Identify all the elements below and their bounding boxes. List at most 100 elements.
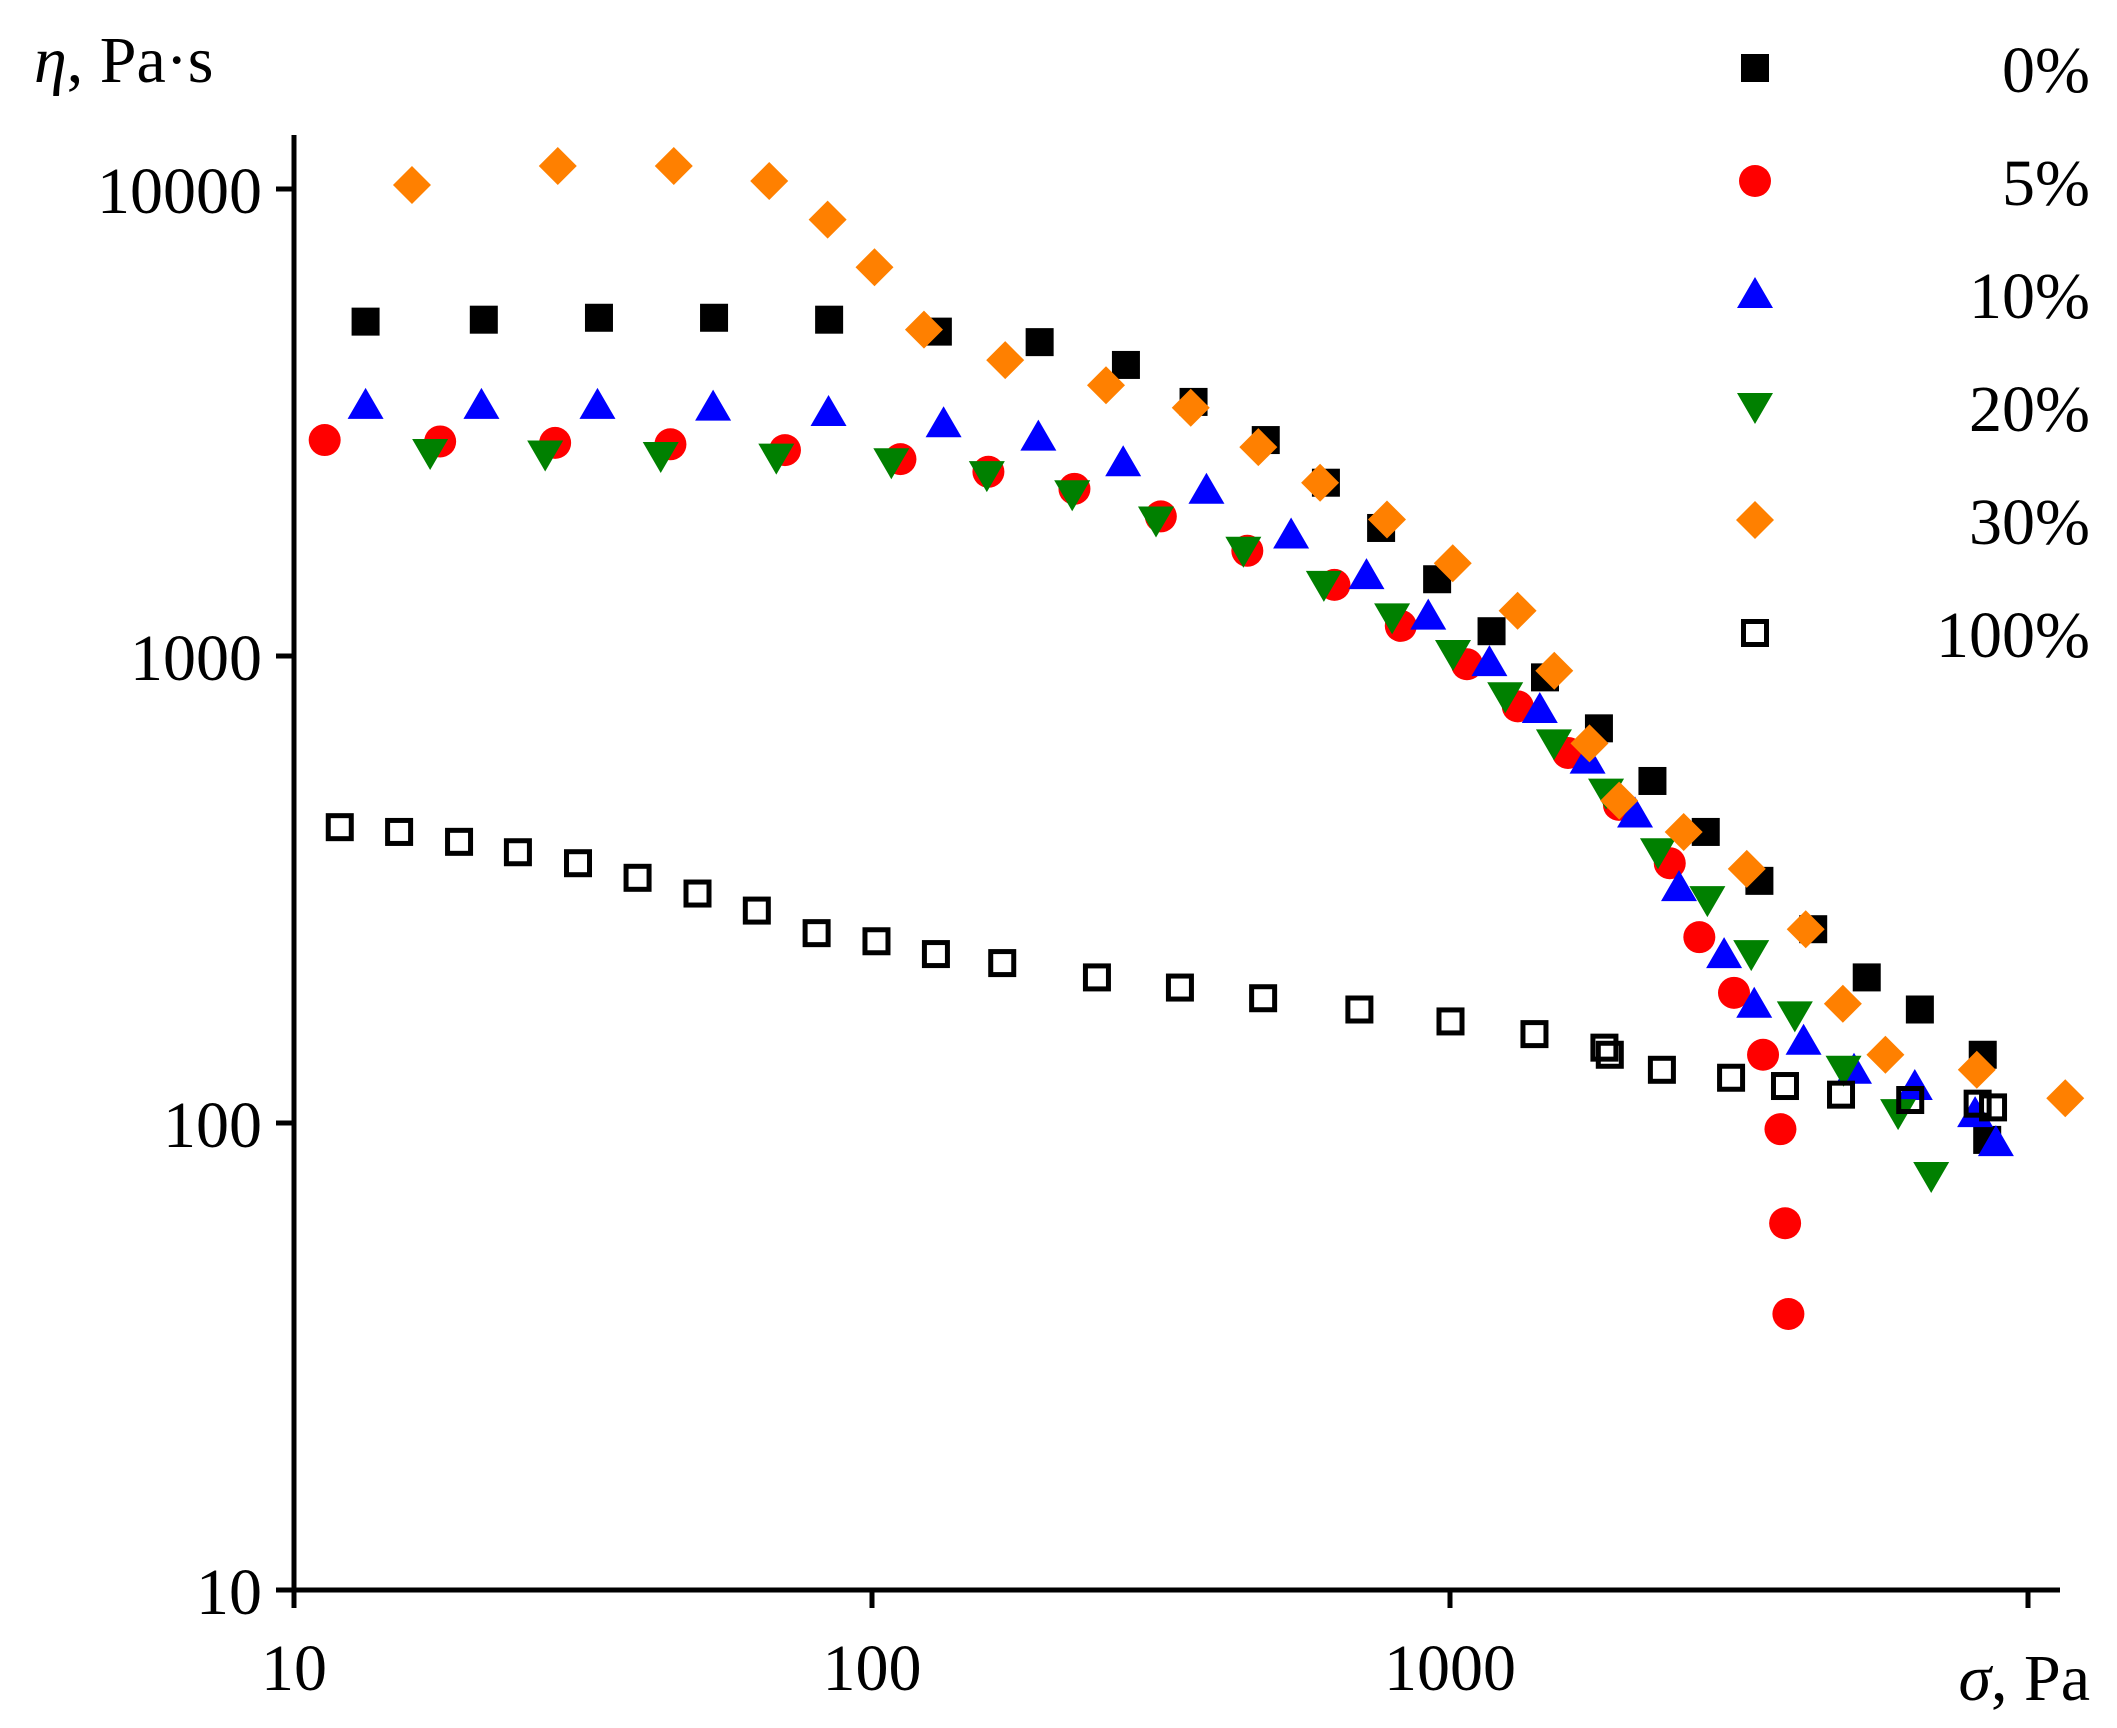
data-point: [988, 949, 1017, 978]
data-point: [2046, 1079, 2085, 1118]
data-point: [700, 303, 729, 332]
data-point: [1498, 591, 1537, 630]
data-point: [968, 461, 1005, 493]
data-point: [642, 442, 679, 474]
legend-label: 5%: [2002, 147, 2090, 220]
data-point: [1301, 463, 1340, 502]
legend-label: 0%: [2002, 34, 2090, 107]
data-point: [392, 165, 431, 204]
data-point: [351, 307, 380, 336]
data-point: [527, 440, 564, 472]
data-point: [1664, 812, 1703, 851]
data-point: [1979, 1093, 2008, 1122]
data-point: [1138, 506, 1175, 538]
data-point: [1764, 1113, 1797, 1146]
series-10pct: [347, 387, 2014, 1157]
data-point: [1249, 984, 1278, 1013]
data-point: [1661, 870, 1698, 902]
data-point: [1852, 963, 1881, 992]
legend-marker: [1741, 54, 1769, 82]
data-point: [1896, 1086, 1925, 1115]
series-30pct: [392, 147, 2085, 1118]
legend-label: 10%: [1969, 260, 2090, 333]
y-tick-label: 1000: [130, 622, 262, 695]
data-point: [564, 849, 593, 878]
data-point: [921, 940, 950, 969]
data-point: [1595, 1040, 1624, 1069]
legend-marker: [1736, 501, 1774, 539]
y-axis-unit: , Pa·s: [67, 24, 214, 97]
data-point: [654, 147, 693, 186]
legend-marker: [1737, 277, 1773, 308]
data-point: [1617, 796, 1654, 828]
x-tick-label: 100: [823, 1632, 922, 1705]
data-point: [1896, 1069, 1933, 1101]
data-point: [1171, 388, 1210, 427]
data-point: [1880, 1099, 1917, 1131]
data-point: [308, 424, 341, 457]
data-marks: [308, 147, 2085, 1330]
data-point: [1683, 921, 1716, 954]
data-point: [1082, 963, 1111, 992]
data-point: [815, 305, 844, 334]
legend-label: 100%: [1936, 599, 2090, 672]
x-axis-unit: , Pa: [1991, 1642, 2090, 1715]
data-point: [1727, 849, 1766, 888]
data-point: [1188, 472, 1225, 504]
data-point: [1823, 984, 1862, 1023]
data-point: [1718, 976, 1751, 1009]
data-point: [855, 248, 894, 287]
data-point: [1957, 1050, 1996, 1089]
data-point: [1770, 1072, 1799, 1101]
y-tick-label: 10000: [97, 155, 262, 228]
data-point: [1111, 350, 1140, 379]
data-point: [1348, 558, 1385, 590]
data-point: [810, 395, 847, 427]
y-axis-title: η, Pa·s: [34, 24, 213, 97]
data-point: [325, 813, 354, 842]
data-point: [758, 443, 795, 475]
axes: [291, 135, 2060, 1593]
data-point: [986, 341, 1025, 380]
data-point: [1825, 1055, 1862, 1087]
data-point: [1521, 692, 1558, 724]
data-point: [1535, 729, 1572, 761]
data-point: [862, 927, 891, 956]
series-5pct: [308, 424, 1805, 1330]
data-point: [1776, 1001, 1813, 1033]
data-point: [1239, 428, 1278, 467]
data-point: [1433, 544, 1472, 583]
x-axis-symbol: σ: [1958, 1642, 1993, 1715]
data-point: [1639, 838, 1676, 870]
data-point: [412, 439, 449, 471]
data-point: [1305, 570, 1342, 602]
data-point: [1020, 419, 1057, 451]
data-point: [1733, 940, 1770, 972]
data-point: [1436, 1007, 1465, 1036]
data-point: [1785, 1023, 1822, 1055]
data-point: [904, 310, 943, 349]
legend-marker: [1737, 393, 1773, 424]
data-point: [1747, 1038, 1780, 1071]
data-point: [1905, 995, 1934, 1024]
data-point: [538, 147, 577, 186]
legend-marker: [1739, 165, 1771, 197]
data-point: [1786, 910, 1825, 949]
series-100pct: [325, 813, 2008, 1122]
data-point: [1535, 651, 1574, 690]
x-tick-label: 1000: [1384, 1632, 1516, 1705]
data-point: [1345, 995, 1374, 1024]
data-point: [1367, 500, 1406, 539]
legend-marker: [1741, 619, 1769, 647]
data-point: [463, 387, 500, 419]
data-point: [1025, 328, 1054, 357]
data-point: [1105, 445, 1142, 477]
data-point: [1487, 682, 1524, 714]
data-point: [1086, 366, 1125, 405]
data-point: [1769, 1207, 1802, 1240]
data-point: [1706, 937, 1743, 969]
data-point: [1866, 1035, 1905, 1074]
legend-label: 20%: [1969, 373, 2090, 446]
series-20pct: [412, 439, 1950, 1194]
data-point: [1434, 639, 1471, 671]
